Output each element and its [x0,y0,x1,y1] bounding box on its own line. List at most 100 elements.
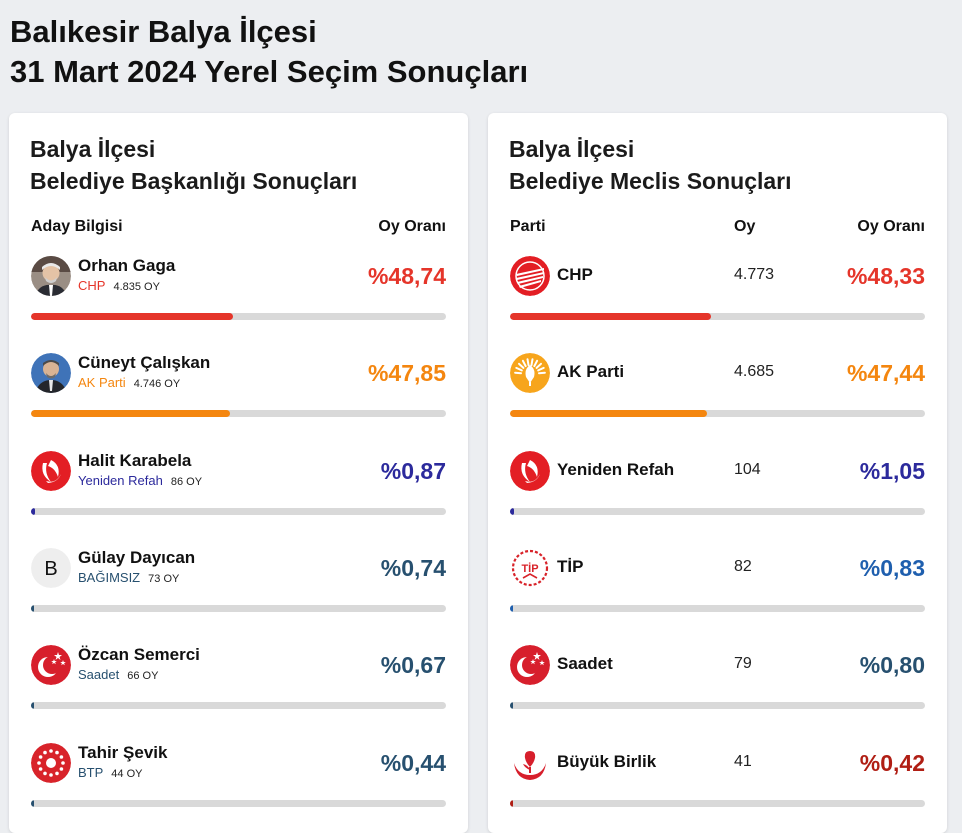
tip-logo: TİP [510,547,550,588]
photo-cuneyt-caliskan [31,353,71,394]
vote-rate-bar [31,313,446,320]
vote-rate-bar-fill [31,410,230,418]
party-vote-rate: %0,42 [859,749,925,776]
candidate-party: AK Parti [78,375,126,391]
candidate-name: Gülay Dayıcan [78,547,196,567]
candidate-party: CHP [78,278,106,293]
candidate-name: Tahir Şevik [78,742,168,762]
mayor-card-title-line-1: Balya İlçesi [30,136,156,162]
candidate-meta: CHP 4.835 OY [78,278,160,293]
saadet-logo [510,645,550,686]
candidate-meta: Saadet 66 OY [78,667,158,682]
party-vote-rate: %47,44 [846,360,925,387]
candidate-row: Özcan Semerci Saadet 66 OY %0,67 [9,637,468,734]
council-results-card: Balya İlçesi Belediye Meclis Sonuçları P… [488,113,947,833]
vote-rate-bar-fill [510,604,514,612]
candidate-party: Yeniden Refah [78,472,163,488]
vote-rate-bar-fill [510,507,515,515]
candidate-vote-rate: %0,87 [380,457,446,484]
yeniden-refah-logo [510,450,550,491]
page-title-line-1: Balıkesir Balya İlçesi [10,14,317,49]
candidate-party: BTP [78,764,104,780]
mayor-card-title-line-2: Belediye Başkanlığı Sonuçları [30,168,358,194]
candidate-meta: BTP 44 OY [78,765,143,780]
vote-rate-bar-fill [31,604,35,612]
party-name: TİP [557,556,584,576]
column-header-vote-rate: Oy Oranı [378,218,446,235]
candidate-votes: 73 OY [148,572,180,585]
vote-rate-bar-fill [510,799,514,807]
candidate-meta: Yeniden Refah 86 OY [78,473,202,488]
vote-rate-bar-fill [510,410,707,418]
candidate-votes: 44 OY [111,767,143,780]
btp-logo [31,742,71,783]
candidate-row: Halit Karabela Yeniden Refah 86 OY %0,87 [9,443,468,540]
vote-rate-bar-fill [31,799,35,807]
vote-rate-bar [510,799,925,807]
party-name: Yeniden Refah [557,459,675,479]
party-row: TİP TİP 82 %0,83 [488,540,947,637]
vote-rate-bar [510,702,925,710]
page-title: Balıkesir Balya İlçesi 31 Mart 2024 Yere… [10,12,528,92]
candidate-meta: AK Parti 4.746 OY [78,375,180,390]
yeniden-refah-logo [31,450,71,491]
vote-rate-bar [31,507,446,515]
party-vote-rate: %48,33 [846,263,925,289]
party-vote-rate: %0,80 [859,652,925,679]
photo-orhan-gaga [31,256,71,296]
party-vote-rate: %0,83 [859,554,925,581]
candidate-row: Cüneyt Çalışkan AK Parti 4.746 OY %47,85 [9,345,468,442]
candidate-votes: 4.746 OY [133,378,181,391]
party-name: CHP [557,265,593,284]
candidate-name: Orhan Gaga [78,256,176,275]
candidate-vote-rate: %0,74 [380,554,446,581]
party-name: AK Parti [557,362,625,382]
vote-rate-bar-fill [31,507,35,515]
party-votes: 82 [734,557,752,575]
vote-rate-bar [510,507,925,515]
buyuk-birlik-logo [510,742,550,783]
candidate-row: Orhan Gaga CHP 4.835 OY %48,74 [9,248,468,345]
vote-rate-bar-fill [510,313,711,320]
candidate-name: Halit Karabela [78,450,192,470]
candidate-party: BAĞIMSIZ [78,569,141,585]
party-votes: 4.773 [734,266,775,283]
candidate-votes: 4.835 OY [113,281,160,293]
party-votes: 79 [734,655,752,673]
party-row: Saadet 79 %0,80 [488,637,947,734]
vote-rate-bar-fill [31,313,234,320]
vote-rate-bar [31,799,446,807]
svg-text:B: B [44,558,57,580]
vote-rate-bar [31,604,446,612]
candidate-vote-rate: %48,74 [367,263,446,289]
vote-rate-bar-fill [31,702,35,710]
party-name: Saadet [557,654,613,674]
mayor-results-card: Balya İlçesi Belediye Başkanlığı Sonuçla… [9,113,468,833]
vote-rate-bar [31,410,446,418]
vote-rate-bar-fill [510,702,514,710]
council-card-title-line-1: Balya İlçesi [509,136,635,162]
party-votes: 4.685 [734,363,775,381]
candidate-meta: BAĞIMSIZ 73 OY [78,570,179,585]
candidate-name: Cüneyt Çalışkan [78,353,211,373]
party-vote-rate: %1,05 [859,457,925,484]
vote-rate-bar [510,410,925,418]
mayor-card-title: Balya İlçesi Belediye Başkanlığı Sonuçla… [30,133,357,197]
council-card-title: Balya İlçesi Belediye Meclis Sonuçları [509,133,792,197]
candidate-row: B Gülay Dayıcan BAĞIMSIZ 73 OY %0,74 [9,540,468,637]
page-title-line-2: 31 Mart 2024 Yerel Seçim Sonuçları [10,54,529,89]
vote-rate-bar [510,604,925,612]
vote-rate-bar [31,702,446,710]
candidate-vote-rate: %0,44 [380,749,446,776]
bagimsiz-logo: B [31,547,71,588]
column-header-vote-rate: Oy Oranı [857,218,925,235]
svg-text:TİP: TİP [521,562,538,575]
candidate-name: Özcan Semerci [78,645,200,665]
party-row: CHP 4.773 %48,33 [488,248,947,345]
candidate-votes: 86 OY [170,475,203,488]
candidate-vote-rate: %0,67 [380,652,446,679]
candidate-row: Tahir Şevik BTP 44 OY %0,44 [9,735,468,832]
party-row: Yeniden Refah 104 %1,05 [488,443,947,540]
candidate-votes: 66 OY [127,670,159,683]
column-header-candidate: Aday Bilgisi [31,218,123,235]
